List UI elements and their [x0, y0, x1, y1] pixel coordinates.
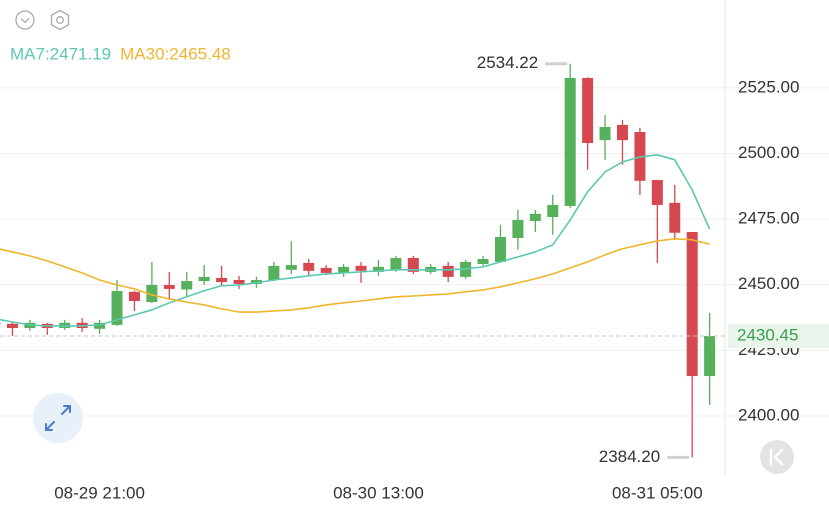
candle-body [599, 127, 611, 141]
candle-body [250, 280, 262, 284]
ma-line [0, 154, 711, 327]
candle-body [616, 124, 628, 141]
candle-body [355, 265, 367, 271]
candle-body [198, 276, 210, 282]
candle-body [651, 180, 663, 205]
candle-body [372, 266, 384, 272]
collapse-button[interactable] [15, 10, 35, 30]
candle-body [704, 336, 716, 377]
candle-body [303, 262, 315, 271]
candle-body [564, 77, 576, 207]
candle-body [547, 204, 559, 218]
candle-body [285, 265, 297, 270]
y-tick-label: 2525.00 [738, 77, 799, 96]
candle-body [0, 323, 1, 325]
y-tick-label: 2475.00 [738, 209, 799, 228]
last-price-box [728, 324, 829, 349]
candle-body [494, 236, 506, 262]
candle-body [390, 257, 402, 270]
candle-body [181, 281, 193, 290]
max-price-label: 2534.22 [477, 53, 538, 72]
candle-body [407, 257, 419, 272]
candle-body [477, 259, 489, 264]
candle-body [94, 322, 106, 329]
candle-body [146, 284, 158, 303]
candle-body [512, 219, 524, 239]
y-tick-label: 2500.00 [738, 143, 799, 162]
candle-body [686, 231, 698, 377]
plot-area [0, 63, 716, 458]
candle-body [216, 277, 228, 283]
candle-body [268, 265, 280, 281]
expand-button[interactable] [33, 393, 83, 443]
overlay: 2400.002425.002450.002475.002500.002525.… [0, 44, 829, 502]
candle-body [582, 77, 594, 144]
settings-button[interactable] [50, 9, 70, 31]
legend-entry: MA30:2465.48 [120, 44, 231, 63]
x-tick-label: 08-31 05:00 [612, 483, 703, 502]
candle-body [111, 291, 123, 325]
ma-line [0, 238, 710, 313]
last-price-label: 2430.45 [737, 326, 798, 345]
y-tick-label: 2400.00 [738, 405, 799, 424]
candle-body [6, 323, 18, 329]
scroll-latest-button[interactable] [760, 440, 794, 474]
candle-body [128, 291, 140, 301]
candle-body [442, 265, 454, 277]
grid [0, 87, 829, 417]
x-tick-label: 08-30 13:00 [333, 483, 424, 502]
min-price-label: 2384.20 [599, 447, 660, 466]
candle-body [320, 267, 332, 273]
candle-body [338, 266, 350, 273]
candle-body [529, 213, 541, 221]
x-tick-label: 08-29 21:00 [54, 483, 145, 502]
candle-body [163, 284, 175, 289]
legend-entry: MA7:2471.19 [10, 44, 111, 63]
candle-body [669, 202, 681, 233]
candle-body [233, 280, 245, 284]
y-tick-label: 2450.00 [738, 274, 799, 293]
